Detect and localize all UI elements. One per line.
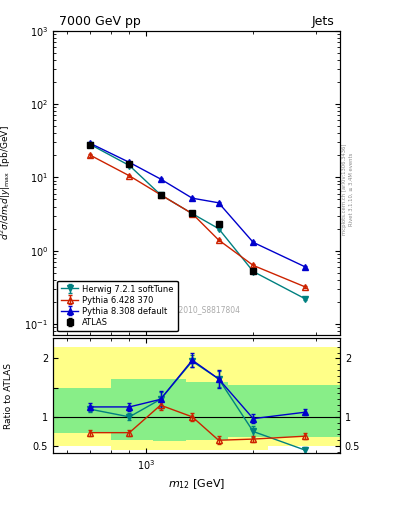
X-axis label: $m_{12}$ [GeV]: $m_{12}$ [GeV] [168, 477, 225, 491]
Text: mcplots.cern.ch [arXiv:1306.3436]: mcplots.cern.ch [arXiv:1306.3436] [342, 144, 347, 235]
Y-axis label: Ratio to ATLAS: Ratio to ATLAS [4, 362, 13, 429]
Y-axis label: $d^2\sigma/dm_{\rm t}d|y|_{\rm max}$  [pb/GeV]: $d^2\sigma/dm_{\rm t}d|y|_{\rm max}$ [pb… [0, 125, 13, 241]
Text: 7000 GeV pp: 7000 GeV pp [59, 15, 141, 28]
Text: Jets: Jets [312, 15, 334, 28]
Text: ATLAS_2010_S8817804: ATLAS_2010_S8817804 [152, 305, 241, 314]
Legend: Herwig 7.2.1 softTune, Pythia 6.428 370, Pythia 8.308 default, ATLAS: Herwig 7.2.1 softTune, Pythia 6.428 370,… [57, 281, 178, 331]
Text: Rivet 3.1.10, ≥ 3.4M events: Rivet 3.1.10, ≥ 3.4M events [349, 153, 353, 226]
